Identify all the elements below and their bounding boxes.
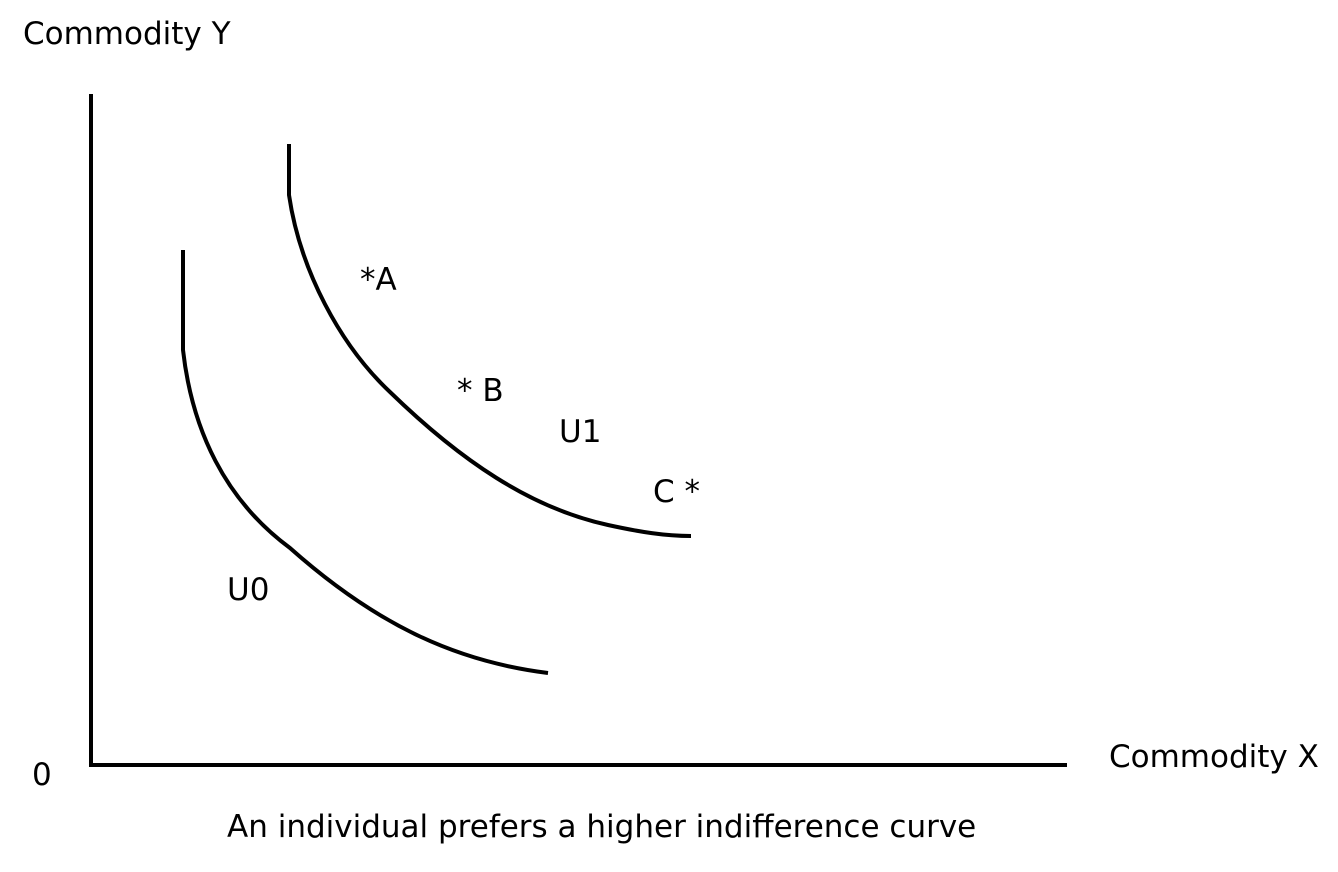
x-axis-label: Commodity X	[1109, 739, 1319, 775]
caption: An individual prefers a higher indiffere…	[227, 809, 977, 845]
indifference-curve-u0	[181, 250, 549, 675]
point-label-a: *A	[360, 262, 397, 298]
curve-label-u1: U1	[559, 414, 602, 450]
indifference-curve-u1	[287, 144, 692, 538]
point-label-c: C *	[653, 474, 700, 510]
y-axis-label: Commodity Y	[23, 16, 231, 52]
point-label-b: * B	[457, 373, 504, 409]
curve-label-u0: U0	[227, 572, 270, 608]
origin-label: 0	[32, 757, 52, 793]
